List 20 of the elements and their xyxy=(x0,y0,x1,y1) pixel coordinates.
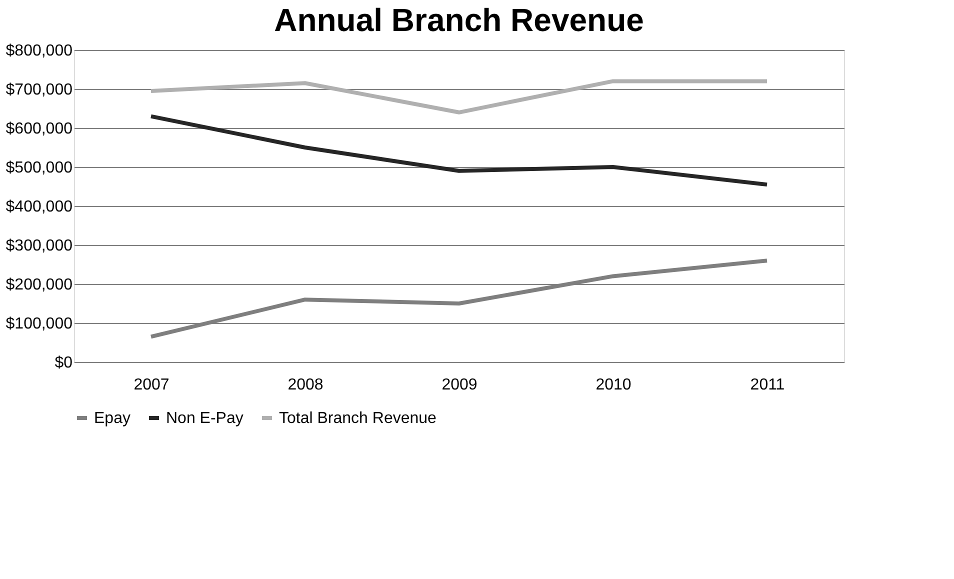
y-tick-label: $400,000 xyxy=(6,198,73,216)
legend-label: Total Branch Revenue xyxy=(279,410,437,427)
y-tick-label: $200,000 xyxy=(6,276,73,294)
y-tick-label: $800,000 xyxy=(6,42,73,60)
y-tick-label: $500,000 xyxy=(6,160,73,176)
y-tick-label: $0 xyxy=(54,354,73,372)
chart-title: Annual Branch Revenue xyxy=(274,2,644,38)
x-tick-label: 2011 xyxy=(750,376,785,394)
x-tick-label: 2008 xyxy=(288,376,324,394)
y-tick-label: $700,000 xyxy=(6,82,73,98)
legend-label: Non E-Pay xyxy=(166,410,244,427)
y-tick-label: $600,000 xyxy=(6,120,73,138)
x-tick-label: 2007 xyxy=(134,376,170,394)
line-series xyxy=(149,79,769,114)
y-tick-label: $300,000 xyxy=(6,238,73,254)
x-tick-label: 2010 xyxy=(596,376,632,394)
legend-label: Epay xyxy=(94,410,130,427)
x-tick-label: 2009 xyxy=(442,376,478,394)
y-tick-label: $100,000 xyxy=(6,316,73,332)
line-series xyxy=(149,114,769,187)
